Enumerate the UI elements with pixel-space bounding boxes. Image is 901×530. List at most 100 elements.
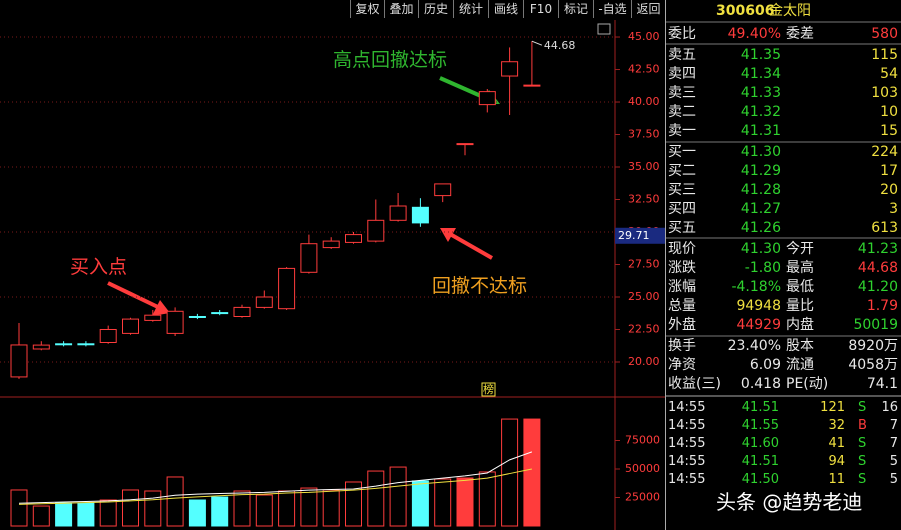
candle-body — [255, 296, 273, 308]
volume-bar — [188, 499, 206, 527]
annotation: 回撤不达标 — [432, 275, 528, 297]
candle-body — [32, 344, 50, 350]
toolbar-button[interactable]: 画线 — [488, 0, 523, 18]
volume-bar — [255, 494, 273, 527]
trade-volume: 11 — [828, 472, 845, 487]
stat-label: 最低 — [786, 279, 814, 295]
trade-count: 5 — [889, 454, 898, 469]
window-icon[interactable] — [597, 23, 611, 35]
toolbar-button[interactable]: 复权 — [350, 0, 384, 18]
trade-side: S — [858, 472, 867, 487]
annotation: 高点回撤达标 — [333, 49, 448, 71]
toolbar-button[interactable]: 历史 — [418, 0, 453, 18]
watermark: 头条 @趋势老迪 — [716, 490, 863, 514]
order-label: 卖五 — [668, 47, 696, 63]
trade-time: 14:55 — [668, 418, 706, 433]
volume-bar — [345, 481, 362, 527]
stat-label: PE(动) — [786, 376, 829, 392]
candle-body — [478, 91, 496, 106]
marker-box — [481, 382, 496, 397]
trade-price: 41.51 — [741, 400, 779, 415]
ratio-label: 委比 — [668, 26, 696, 42]
trade-count: 7 — [889, 418, 898, 433]
y-tick-label: 20.00 — [628, 355, 660, 368]
order-volume: 224 — [871, 144, 898, 160]
trade-time: 14:55 — [668, 400, 706, 415]
order-label: 卖一 — [668, 123, 696, 139]
order-volume: 54 — [880, 66, 898, 82]
trade-volume: 94 — [828, 454, 845, 469]
y-tick-label: 40.00 — [628, 95, 660, 108]
candle-body — [77, 343, 95, 346]
y-tick-label: 25.00 — [628, 290, 660, 303]
trade-side: S — [858, 454, 867, 469]
stat-label: 外盘 — [668, 317, 696, 333]
toolbar-button[interactable]: F10 — [523, 0, 558, 18]
volume-bar — [32, 505, 50, 527]
candle-body — [367, 219, 385, 242]
order-price: 41.28 — [740, 182, 781, 198]
volume-bar — [122, 489, 139, 527]
arrow — [449, 232, 493, 260]
stat-value: 1.79 — [866, 298, 898, 314]
stat-label: 现价 — [668, 241, 696, 257]
high-label: 44.68 — [544, 39, 576, 52]
order-price: 41.30 — [740, 144, 781, 160]
trade-count: 5 — [889, 472, 898, 487]
toolbar-button[interactable]: 标记 — [558, 0, 593, 18]
order-volume: 10 — [880, 104, 898, 120]
trade-volume: 32 — [828, 418, 845, 433]
order-price: 41.26 — [740, 220, 781, 236]
volume-bar — [99, 499, 117, 527]
y-tick-label: 27.50 — [628, 257, 660, 270]
trade-price: 41.51 — [741, 454, 779, 469]
toolbar-button[interactable]: 统计 — [453, 0, 488, 18]
stat-value: 0.418 — [740, 376, 781, 392]
trade-count: 16 — [881, 400, 898, 415]
order-label: 买三 — [668, 182, 696, 198]
stat-label: 今开 — [786, 241, 814, 257]
candle-body — [456, 143, 474, 146]
order-label: 卖二 — [668, 104, 696, 120]
order-label: 卖四 — [668, 66, 696, 82]
trade-time: 14:55 — [668, 472, 706, 487]
toolbar-button[interactable]: 叠加 — [384, 0, 418, 18]
order-volume: 3 — [889, 201, 898, 217]
order-label: 买五 — [668, 220, 696, 236]
stat-label: 收益(三) — [668, 376, 721, 392]
toolbar-button[interactable]: 返回 — [631, 0, 665, 18]
stat-label: 涨幅 — [668, 279, 696, 295]
trade-side: S — [858, 400, 867, 415]
annotation: 买入点 — [70, 256, 128, 278]
toolbar-button[interactable]: -自选 — [593, 0, 631, 18]
order-price: 41.33 — [740, 85, 781, 101]
stat-label: 量比 — [786, 298, 814, 314]
y-tick-label: 32.50 — [628, 193, 660, 206]
order-volume: 15 — [880, 123, 898, 139]
candle-body — [10, 344, 28, 378]
stat-label: 内盘 — [786, 317, 814, 333]
trade-price: 41.60 — [741, 436, 779, 451]
trade-price: 41.50 — [741, 472, 779, 487]
trade-price: 41.55 — [741, 418, 779, 433]
candle-body — [211, 312, 229, 315]
trade-volume: 121 — [820, 400, 845, 415]
order-label: 买四 — [668, 201, 696, 217]
stat-value: 8920万 — [848, 338, 898, 354]
crosshair-box — [615, 227, 665, 244]
stat-value: 41.30 — [740, 241, 781, 257]
candle-body — [434, 183, 452, 197]
order-volume: 115 — [871, 47, 898, 63]
arrow-head — [152, 300, 170, 316]
order-price: 41.34 — [740, 66, 781, 82]
stat-value: 41.20 — [857, 279, 898, 295]
candle-body — [300, 243, 318, 273]
candle-body — [345, 234, 362, 243]
diff-label: 委差 — [786, 26, 814, 42]
arrow — [107, 281, 161, 310]
trade-volume: 41 — [828, 436, 845, 451]
order-volume: 103 — [871, 85, 898, 101]
order-price: 41.32 — [740, 104, 781, 120]
